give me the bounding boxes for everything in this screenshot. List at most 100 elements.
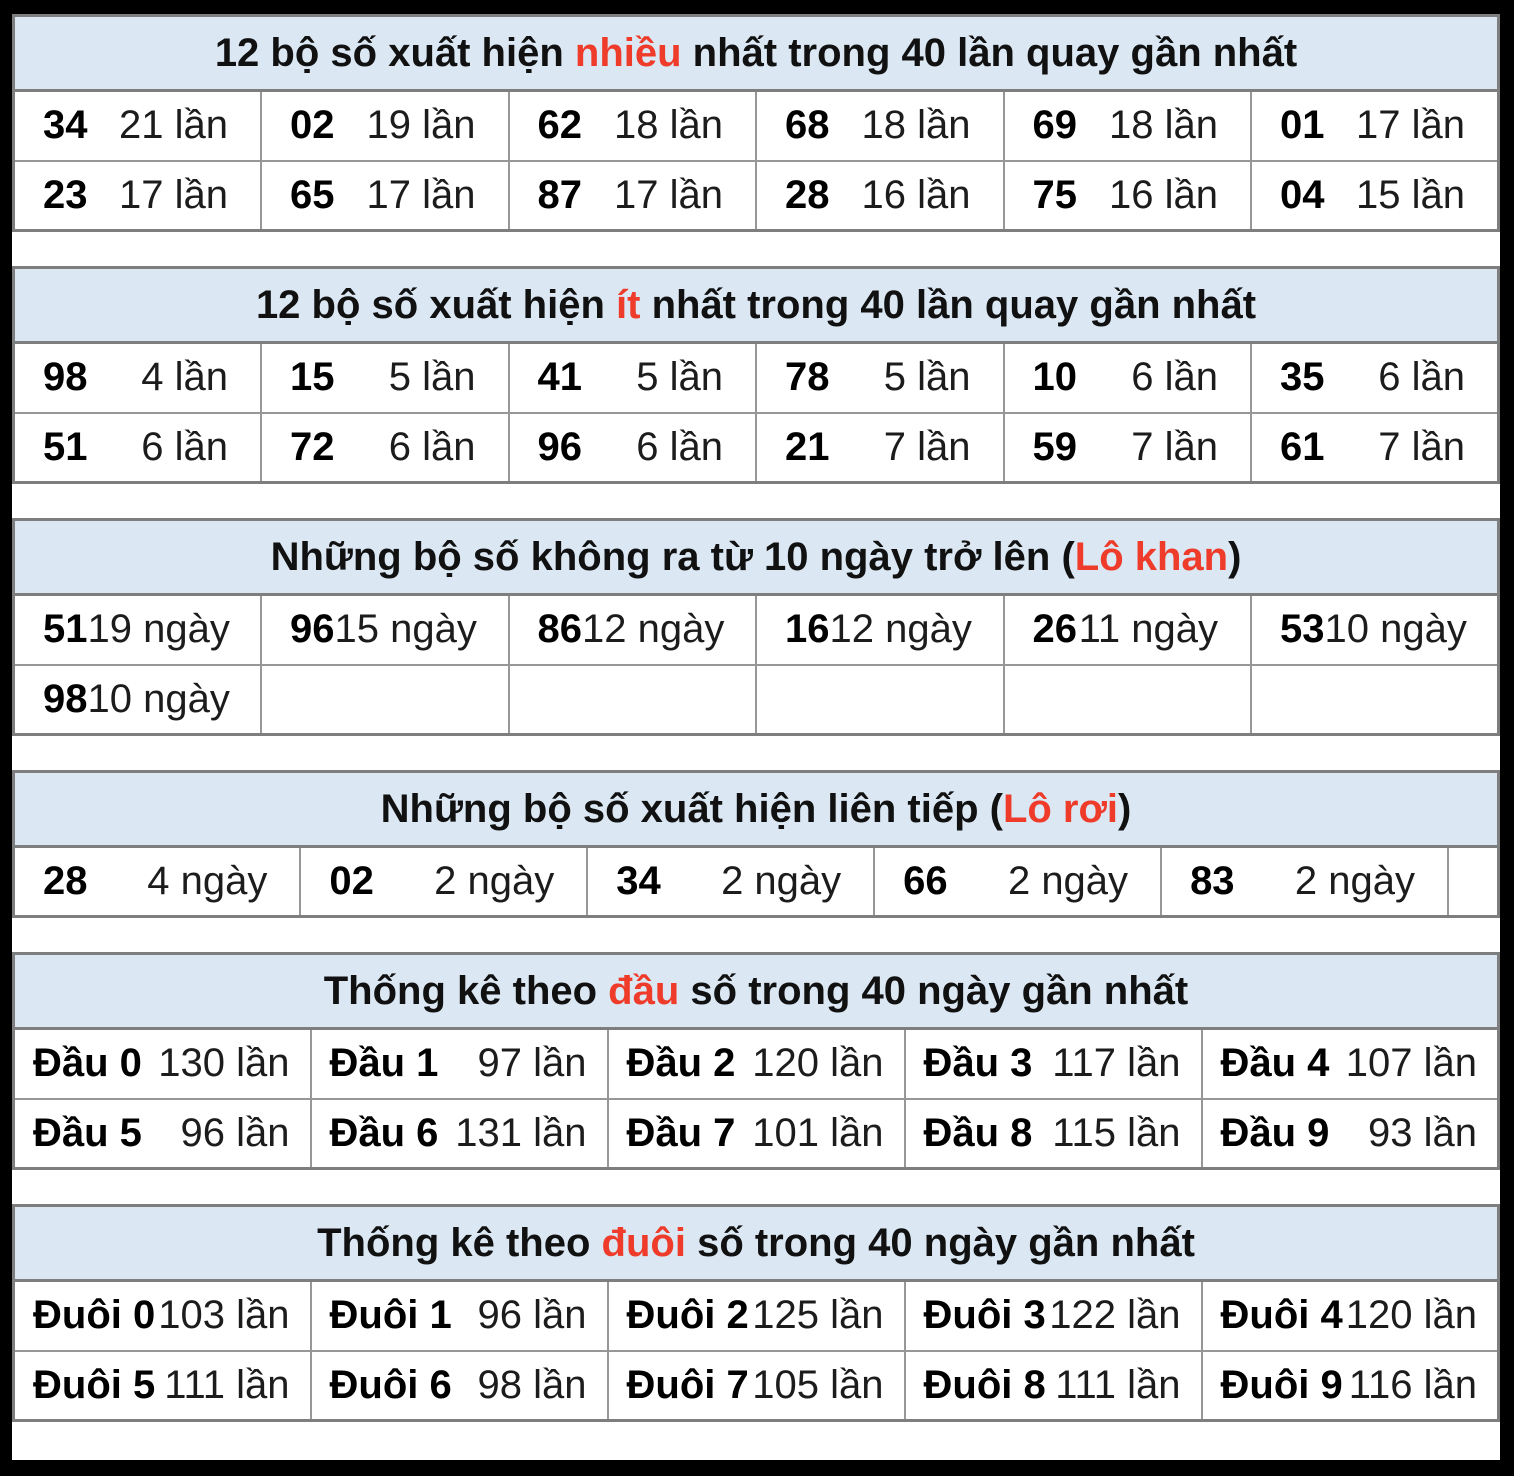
stat-value: 7 lần: [1378, 424, 1465, 469]
empty-cell: [1446, 845, 1500, 918]
title-text: Thống kê theo: [323, 969, 609, 1013]
stat-cell: Đuôi 5 111 lần: [12, 1349, 312, 1422]
stat-value: 96 lần: [477, 1293, 587, 1338]
stat-number: Đầu 2: [626, 1041, 736, 1086]
stat-value: 111 lần: [164, 1362, 290, 1407]
empty-cell: [1250, 663, 1500, 736]
stat-number: 98: [43, 355, 88, 400]
stat-value: 131 lần: [455, 1110, 587, 1155]
stat-value: 15 ngày: [334, 607, 477, 652]
stat-number: 98: [43, 676, 88, 721]
table-title: 12 bộ số xuất hiện nhiều nhất trong 40 l…: [13, 15, 1499, 92]
stat-number: Đuôi 0: [33, 1293, 156, 1338]
stat-cell: Đầu 6 131 lần: [309, 1097, 609, 1170]
stat-cell: 61 7 lần: [1250, 411, 1500, 484]
stat-value: 2 ngày: [1007, 859, 1129, 903]
stat-number: Đầu 7: [626, 1110, 736, 1155]
stat-cell: 01 17 lần: [1250, 89, 1500, 162]
stat-cell: Đuôi 3 122 lần: [903, 1279, 1203, 1352]
table-lo-khan: Những bộ số không ra từ 10 ngày trở lên …: [12, 518, 1500, 736]
stat-number: 02: [329, 859, 374, 903]
stat-number: Đầu 9: [1220, 1110, 1330, 1155]
stat-cell: 04 15 lần: [1250, 159, 1500, 232]
stat-cell: Đuôi 2 125 lần: [606, 1279, 906, 1352]
title-highlight: đầu: [608, 969, 680, 1013]
stat-value: 16 lần: [861, 172, 971, 217]
stat-number: Đuôi 8: [923, 1362, 1046, 1407]
stat-number: 26: [1032, 607, 1078, 652]
stat-number: 96: [290, 607, 335, 652]
stat-cell: 78 5 lần: [755, 341, 1005, 414]
empty-cell: [507, 663, 757, 736]
stat-number: Đầu 8: [923, 1110, 1033, 1155]
title-text: nhất trong 40 lần quay gần nhất: [640, 283, 1257, 327]
stat-value: 116 lần: [1348, 1362, 1477, 1407]
stat-number: 34: [616, 859, 661, 903]
stat-value: 6 lần: [1378, 355, 1465, 400]
stat-value: 98 lần: [477, 1362, 587, 1407]
stat-value: 15 lần: [1356, 172, 1465, 217]
stat-value: 7 lần: [883, 424, 971, 469]
stat-cell: 98 10 ngày: [12, 663, 262, 736]
stat-number: Đầu 0: [33, 1041, 142, 1086]
stat-number: 34: [43, 103, 88, 148]
stat-number: 78: [785, 355, 830, 400]
stat-cell: 10 6 lần: [1002, 341, 1252, 414]
stat-value: 130 lần: [158, 1041, 290, 1086]
table-dau-so: Thống kê theo đầu số trong 40 ngày gần n…: [12, 952, 1500, 1170]
stat-number: Đầu 4: [1220, 1041, 1330, 1086]
stat-number: 69: [1032, 103, 1078, 148]
stat-cell: 23 17 lần: [12, 159, 262, 232]
table-row: 51 19 ngày 96 15 ngày 86 12 ngày 16 12 ngày 26 11…: [12, 593, 1500, 666]
stat-number: Đuôi 4: [1220, 1293, 1343, 1338]
stat-value: 6 lần: [388, 424, 476, 469]
stat-cell: 15 5 lần: [260, 341, 510, 414]
stat-number: 35: [1280, 355, 1325, 400]
stat-number: 59: [1032, 424, 1078, 469]
stat-value: 101 lần: [752, 1110, 884, 1155]
stat-value: 18 lần: [861, 103, 971, 148]
stat-value: 10 ngày: [1324, 607, 1467, 652]
stat-cell: 62 18 lần: [507, 89, 757, 162]
stat-number: 51: [43, 424, 88, 469]
stat-number: Đuôi 5: [33, 1362, 156, 1407]
stat-value: 125 lần: [752, 1293, 884, 1338]
table-row: Đầu 5 96 lần Đầu 6 131 lần Đầu 7 101 lần Đầu 8…: [12, 1097, 1500, 1170]
stat-value: 120 lần: [1345, 1293, 1477, 1338]
stat-value: 105 lần: [752, 1362, 884, 1407]
stat-cell: Đuôi 6 98 lần: [309, 1349, 609, 1422]
stat-value: 10 ngày: [87, 676, 230, 721]
title-highlight: Lô khan: [1074, 535, 1229, 579]
stat-cell: Đầu 0 130 lần: [12, 1027, 312, 1100]
stat-number: 23: [43, 172, 88, 217]
stat-value: 117 lần: [1052, 1041, 1181, 1086]
stat-cell: 26 11 ngày: [1002, 593, 1252, 666]
stat-number: 83: [1190, 859, 1235, 903]
stat-value: 19 lần: [366, 103, 476, 148]
stat-cell: 86 12 ngày: [507, 593, 757, 666]
stat-value: 21 lần: [119, 103, 228, 148]
stat-cell: 96 15 ngày: [260, 593, 510, 666]
empty-cell: [260, 663, 510, 736]
stat-value: 4 ngày: [147, 859, 268, 903]
title-highlight: nhiều: [574, 31, 682, 75]
stat-value: 103 lần: [158, 1293, 290, 1338]
table-title: Những bộ số không ra từ 10 ngày trở lên …: [13, 519, 1499, 596]
stat-number: 04: [1280, 172, 1325, 217]
title-highlight: đuôi: [601, 1221, 686, 1265]
stat-number: 86: [537, 607, 583, 652]
stat-number: 66: [903, 859, 948, 903]
stat-cell: 59 7 lần: [1002, 411, 1252, 484]
stat-value: 6 lần: [1131, 355, 1218, 400]
stat-number: Đuôi 7: [626, 1362, 749, 1407]
stat-cell: 65 17 lần: [260, 159, 510, 232]
empty-cell: [1002, 663, 1252, 736]
stat-value: 2 ngày: [1294, 859, 1415, 903]
stat-number: Đầu 6: [329, 1110, 439, 1155]
stat-value: 2 ngày: [721, 859, 842, 903]
stat-number: 15: [290, 355, 335, 400]
stat-number: 87: [537, 172, 583, 217]
stat-number: 41: [537, 355, 583, 400]
stat-value: 7 lần: [1131, 424, 1218, 469]
stat-value: 107 lần: [1345, 1041, 1477, 1086]
